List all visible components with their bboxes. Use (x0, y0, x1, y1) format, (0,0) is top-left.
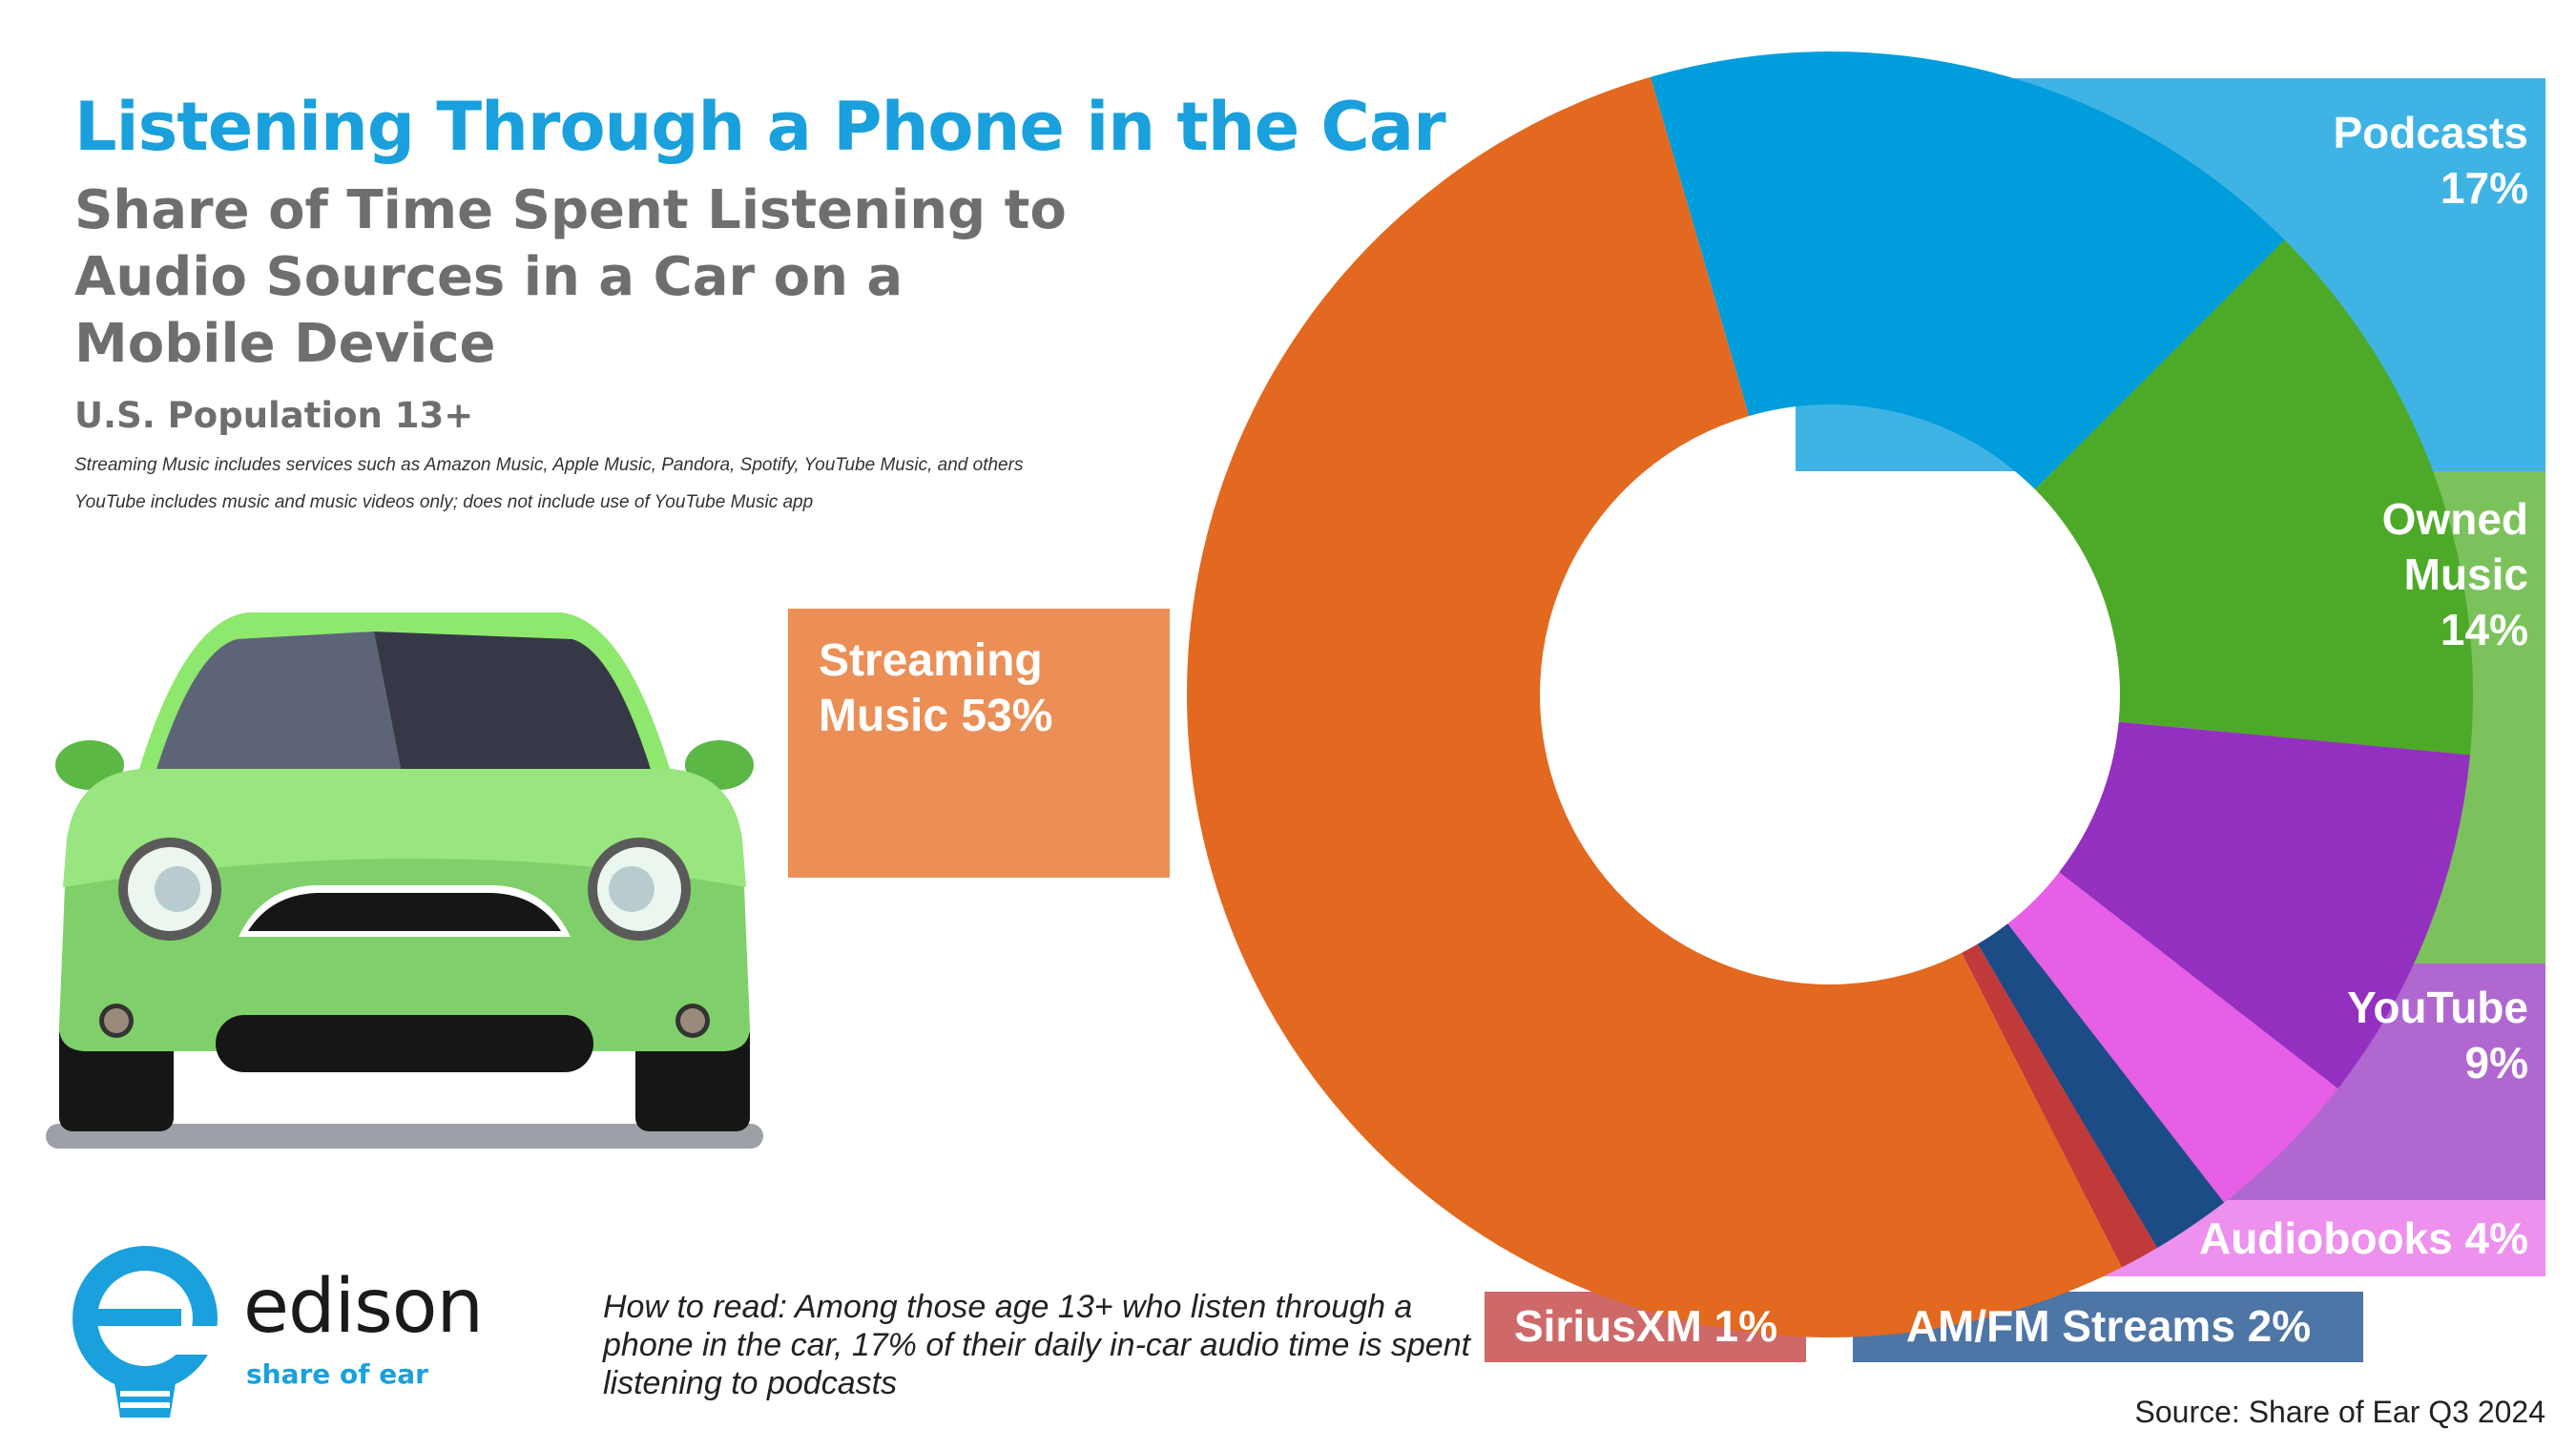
donut-slices (1186, 51, 2473, 1337)
slice-label-siriusxm: SiriusXM 1% (1514, 1301, 1777, 1351)
population-label: U.S. Population 13+ (74, 395, 474, 436)
source-note: Source: Share of Ear Q3 2024 (2134, 1395, 2545, 1429)
footnote-streaming: Streaming Music includes services such a… (74, 455, 1024, 475)
chart-title: Listening Through a Phone in the Car (74, 88, 1446, 166)
label-box-streaming (788, 609, 1170, 878)
slice-label-streaming: Streaming Music 53% (819, 635, 1052, 741)
slice-owned (2034, 239, 2473, 756)
how-to-read-note: How to read: Among those age 13+ who lis… (603, 1289, 1471, 1401)
slice-label-audiobooks: Audiobooks 4% (2199, 1213, 2528, 1263)
slice-label-youtube: YouTube 9% (2347, 983, 2528, 1088)
chart-subtitle: Share of Time Spent Listening to Audio S… (74, 179, 1067, 375)
brand-name: edison (243, 1264, 484, 1350)
slice-label-texts: Podcasts 17% Owned Music 14% YouTube 9% Audiobo… (819, 108, 2528, 1351)
slice-streaming (1186, 76, 2122, 1337)
slice-label-owned: Owned Music 14% (2382, 494, 2528, 654)
footnote-youtube: YouTube includes music and music videos … (74, 492, 814, 512)
green-car-icon (46, 612, 763, 1149)
slice-podcasts (1650, 51, 2285, 490)
slice-youtube (2059, 721, 2471, 1089)
slice-audiobooks (2007, 872, 2338, 1203)
slice-label-am-fm-streams: AM/FM Streams 2% (1906, 1301, 2311, 1351)
slice-am-fm-streams (1977, 923, 2225, 1249)
brand-tagline: share of ear (246, 1358, 428, 1390)
slice-siriusxm (1962, 943, 2158, 1268)
lightbulb-e-icon (73, 1246, 219, 1418)
slice-label-podcasts: Podcasts 17% (2333, 108, 2528, 213)
